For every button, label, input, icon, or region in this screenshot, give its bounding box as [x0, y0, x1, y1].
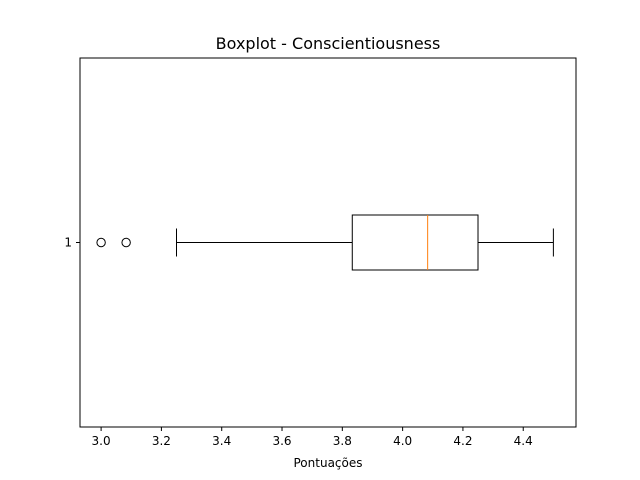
outlier-point: [121, 237, 131, 248]
plot-area: [96, 214, 554, 271]
x-axis: 3.0 3.2 3.4 3.6 3.8 4.0 4.2 4.4: [92, 427, 533, 448]
chart-title: Boxplot - Conscientiousness: [216, 34, 441, 53]
y-axis: 1: [64, 236, 80, 250]
y-tick-label: 1: [64, 236, 72, 250]
x-axis-label: Pontuações: [294, 456, 363, 470]
x-tick-label: 4.0: [393, 434, 412, 448]
outlier-point: [96, 237, 106, 248]
x-tick-label: 3.4: [212, 434, 231, 448]
x-tick-label: 3.6: [272, 434, 291, 448]
x-tick-label: 4.2: [453, 434, 472, 448]
x-tick-label: 3.2: [152, 434, 171, 448]
box-iqr: [351, 214, 479, 271]
x-tick-label: 3.8: [333, 434, 352, 448]
x-tick-label: 3.0: [92, 434, 111, 448]
x-tick-label: 4.4: [514, 434, 533, 448]
